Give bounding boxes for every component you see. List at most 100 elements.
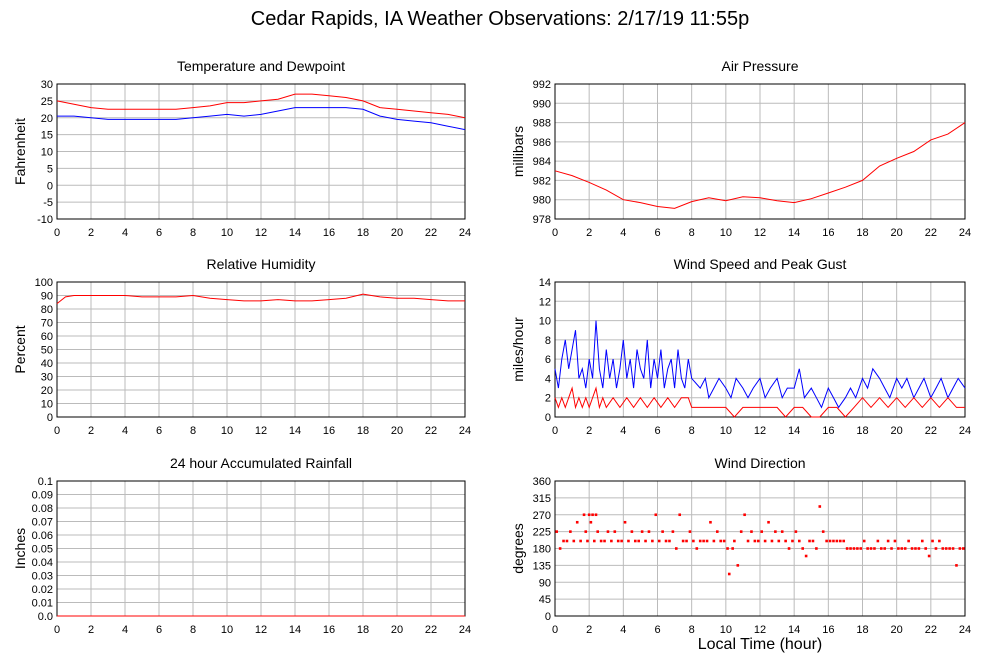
wind-xtick-label: 20 xyxy=(891,425,903,437)
pressure-xtick-label: 4 xyxy=(620,227,626,239)
page-title: Cedar Rapids, IA Weather Observations: 2… xyxy=(250,8,750,30)
rain-xtick-label: 12 xyxy=(255,624,267,636)
temp-xtick-label: 16 xyxy=(323,227,335,239)
humidity-ytick-label: 10 xyxy=(41,399,53,411)
direction-xtick-label: 6 xyxy=(654,624,660,636)
direction-point xyxy=(674,547,678,550)
humidity-chart: Relative HumidityPercent0102030405060708… xyxy=(12,256,471,437)
humidity-xtick-label: 18 xyxy=(357,425,369,437)
direction-point xyxy=(592,539,596,543)
direction-ytick-label: 225 xyxy=(533,527,551,539)
rain-xtick-label: 2 xyxy=(88,624,94,636)
direction-xtick-label: 18 xyxy=(856,624,868,636)
direction-point xyxy=(934,547,938,550)
wind-ylabel: miles/hour xyxy=(510,317,526,382)
direction-point xyxy=(797,539,801,543)
pressure-xtick-label: 14 xyxy=(788,227,800,239)
direction-point xyxy=(698,539,702,543)
rain-xtick-label: 8 xyxy=(190,624,196,636)
direction-point xyxy=(767,520,770,524)
humidity-ytick-label: 20 xyxy=(41,385,53,397)
direction-point xyxy=(917,547,921,550)
temp-xtick-label: 22 xyxy=(425,227,437,239)
wind-title: Wind Speed and Peak Gust xyxy=(674,256,847,272)
direction-point xyxy=(743,513,746,517)
direction-point xyxy=(579,539,582,543)
humidity-ytick-label: 80 xyxy=(41,304,53,316)
direction-point xyxy=(654,513,658,517)
pressure-xtick-label: 0 xyxy=(552,227,558,239)
direction-point xyxy=(883,547,887,550)
direction-point xyxy=(835,539,839,543)
direction-frame xyxy=(554,480,966,617)
direction-point xyxy=(774,530,777,533)
direction-point xyxy=(620,539,623,543)
direction-ytick-label: 0 xyxy=(545,611,551,623)
direction-point xyxy=(828,539,832,543)
direction-point xyxy=(651,539,654,543)
rain-xtick-label: 24 xyxy=(459,624,471,636)
wind-xtick-label: 2 xyxy=(586,425,592,437)
pressure-ytick-label: 990 xyxy=(533,98,551,110)
direction-point xyxy=(763,539,767,543)
pressure-xtick-label: 16 xyxy=(822,227,834,239)
rain-ytick-label: 0.09 xyxy=(32,490,53,502)
rain-ytick-label: 0.0 xyxy=(38,611,53,623)
direction-point xyxy=(869,547,873,550)
direction-point xyxy=(668,539,671,543)
direction-point xyxy=(692,539,695,543)
direction-title: Wind Direction xyxy=(714,455,805,471)
direction-point xyxy=(787,547,791,550)
x-axis-label: Local Time (hour) xyxy=(697,636,823,653)
direction-point xyxy=(661,530,664,533)
temp-xtick-label: 14 xyxy=(289,227,301,239)
pressure-ytick-label: 978 xyxy=(533,214,551,226)
temp-ytick-label: -5 xyxy=(43,197,53,209)
humidity-xtick-label: 12 xyxy=(255,425,267,437)
direction-point xyxy=(862,539,866,543)
direction-point xyxy=(705,539,709,543)
direction-point xyxy=(603,539,606,543)
direction-point xyxy=(951,547,955,550)
rain-xtick-label: 16 xyxy=(323,624,335,636)
direction-point xyxy=(681,539,685,543)
wind-ytick-label: 8 xyxy=(545,335,551,347)
direction-point xyxy=(760,530,764,533)
direction-point xyxy=(944,547,948,550)
humidity-series-line-0 xyxy=(56,293,465,304)
direction-xtick-label: 0 xyxy=(552,624,558,636)
temp-xtick-label: 8 xyxy=(190,227,196,239)
temp-ytick-label: 5 xyxy=(47,163,53,175)
temp-ytick-label: 10 xyxy=(41,147,53,159)
wind-xtick-label: 22 xyxy=(925,425,937,437)
rain-xtick-label: 6 xyxy=(156,624,162,636)
temp-series-line-0 xyxy=(56,93,466,119)
direction-ytick-label: 270 xyxy=(533,510,551,522)
direction-point xyxy=(815,547,818,550)
humidity-xtick-label: 6 xyxy=(156,425,162,437)
temp-ytick-label: -10 xyxy=(37,214,53,226)
humidity-xtick-label: 8 xyxy=(190,425,196,437)
direction-xtick-label: 14 xyxy=(788,624,800,636)
direction-point xyxy=(733,539,736,543)
direction-point xyxy=(780,530,784,533)
direction-chart: Wind Directiondegrees0459013518022527031… xyxy=(510,455,971,636)
direction-point xyxy=(879,547,883,550)
direction-point xyxy=(627,539,630,543)
direction-point xyxy=(866,547,869,550)
wind-chart: Wind Speed and Peak Gustmiles/hour024681… xyxy=(510,256,971,437)
temp-ylabel: Fahrenheit xyxy=(12,118,28,185)
direction-point xyxy=(702,539,705,543)
direction-point xyxy=(657,539,661,543)
pressure-xtick-label: 2 xyxy=(586,227,592,239)
pressure-xtick-label: 22 xyxy=(925,227,937,239)
humidity-ytick-label: 0 xyxy=(47,412,53,424)
direction-point xyxy=(856,547,859,550)
direction-ytick-label: 135 xyxy=(533,560,551,572)
humidity-ytick-label: 70 xyxy=(41,318,53,330)
temp-series-line-1 xyxy=(57,107,466,131)
direction-point xyxy=(958,547,962,550)
direction-xtick-label: 10 xyxy=(720,624,732,636)
direction-point xyxy=(575,520,579,524)
wind-ytick-label: 2 xyxy=(545,393,551,405)
